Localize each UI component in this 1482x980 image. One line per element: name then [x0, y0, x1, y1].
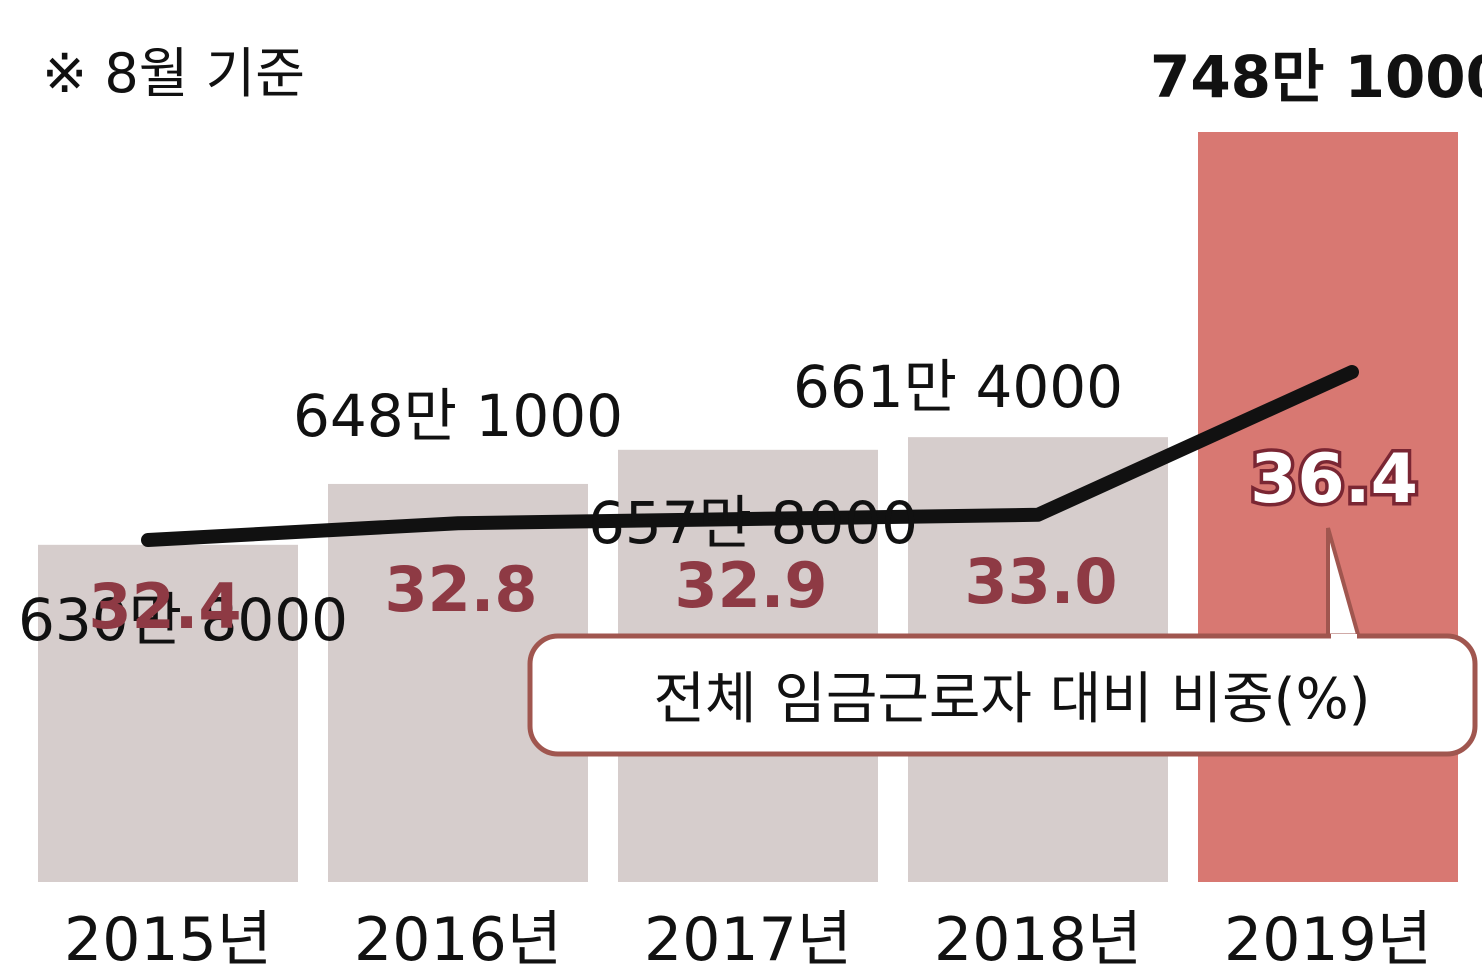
legend-pointer: [1326, 527, 1361, 639]
ratio-label: 32.8: [385, 553, 538, 626]
bar-2015년: [38, 544, 298, 882]
bar-value-label: 657만 8000: [588, 489, 918, 557]
legend-box: [527, 633, 1478, 757]
line-layer: [141, 365, 1359, 547]
ratio-line: [141, 365, 1359, 547]
x-tick-label: 2018년: [934, 905, 1142, 975]
bar-value-label: 661만 4000: [793, 353, 1123, 421]
x-tick-label: 2017년: [644, 905, 852, 975]
legend-text: 전체 임금근로자 대비 비중(%): [653, 667, 1370, 732]
label-group: 630만 8000 648만 1000 657만 8000 661만 4000 748만…: [18, 43, 1482, 654]
x-tick-label: 2015년: [64, 905, 272, 975]
ratio-label: 32.9: [675, 549, 828, 622]
legend-seam: [1331, 634, 1357, 643]
x-tick-label: 2019년: [1224, 905, 1432, 975]
x-axis-ticks: 2015년 2016년 2017년 2018년 2019년: [64, 905, 1432, 975]
bar-value-label: 630만 8000: [18, 586, 348, 654]
bar-value-label: 648만 1000: [293, 382, 623, 450]
ratio-label: 32.4: [89, 570, 242, 643]
ratio-label: 33.0: [965, 545, 1118, 618]
bar-value-label: 748만 1000: [1150, 43, 1482, 111]
legend-callout: 전체 임금근로자 대비 비중(%): [527, 527, 1478, 757]
ratio-label: 36.4: [1250, 440, 1418, 519]
bar-2019년: [1198, 132, 1458, 882]
chart-note: ※ 8월 기준: [42, 42, 305, 105]
x-tick-label: 2016년: [354, 905, 562, 975]
